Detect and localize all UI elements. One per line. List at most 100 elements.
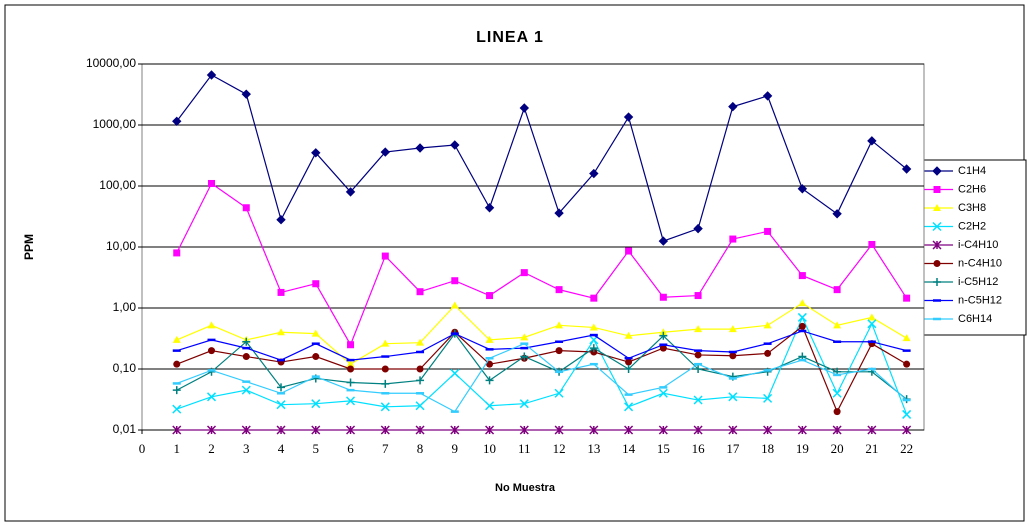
marker bbox=[867, 319, 877, 329]
x-tick-label: 11 bbox=[518, 441, 531, 456]
marker bbox=[554, 208, 564, 218]
y-tick-label: 0,01 bbox=[113, 422, 137, 436]
series-line bbox=[176, 332, 907, 400]
series-line bbox=[176, 74, 907, 242]
marker bbox=[763, 393, 773, 403]
marker bbox=[762, 91, 773, 101]
x-tick-label: 3 bbox=[243, 441, 250, 456]
legend-label: C3H8 bbox=[958, 202, 986, 214]
marker bbox=[867, 136, 877, 146]
marker bbox=[832, 388, 842, 398]
marker bbox=[555, 286, 563, 294]
marker bbox=[485, 425, 495, 435]
marker bbox=[868, 240, 876, 248]
x-tick-label: 0 bbox=[139, 441, 146, 456]
x-tick-label: 6 bbox=[347, 441, 354, 456]
marker bbox=[763, 425, 773, 435]
marker bbox=[485, 376, 494, 385]
legend-label: n-C5H12 bbox=[958, 294, 1002, 306]
marker bbox=[589, 168, 599, 179]
marker bbox=[932, 240, 942, 250]
marker bbox=[486, 360, 494, 368]
marker bbox=[589, 425, 599, 435]
x-tick-label: 4 bbox=[278, 441, 285, 456]
marker bbox=[485, 401, 495, 411]
y-tick-label: 1,00 bbox=[113, 300, 137, 314]
marker bbox=[694, 365, 703, 373]
series-line bbox=[176, 302, 907, 365]
marker bbox=[624, 365, 633, 373]
marker bbox=[206, 425, 217, 435]
marker bbox=[206, 392, 217, 402]
marker bbox=[173, 249, 181, 257]
marker bbox=[728, 425, 738, 435]
marker bbox=[450, 425, 460, 435]
marker bbox=[659, 293, 667, 301]
marker bbox=[415, 401, 425, 411]
marker bbox=[277, 328, 286, 336]
marker bbox=[241, 385, 251, 395]
marker bbox=[694, 325, 703, 333]
marker bbox=[172, 425, 182, 435]
legend-label: i-C5H12 bbox=[958, 276, 998, 288]
y-tick-label: 0,10 bbox=[113, 361, 137, 375]
marker bbox=[902, 425, 912, 435]
marker bbox=[833, 286, 841, 294]
y-axis-label: PPM bbox=[22, 234, 36, 260]
y-tick-label: 1000,00 bbox=[93, 117, 137, 131]
x-tick-label: 12 bbox=[553, 441, 566, 456]
marker bbox=[486, 292, 494, 300]
marker bbox=[555, 321, 564, 329]
marker bbox=[589, 323, 598, 331]
marker bbox=[797, 312, 807, 322]
marker bbox=[833, 408, 841, 416]
marker bbox=[520, 333, 529, 341]
marker bbox=[519, 399, 529, 409]
marker bbox=[658, 388, 668, 398]
series-line bbox=[176, 325, 907, 414]
marker bbox=[207, 321, 216, 329]
x-tick-label: 21 bbox=[865, 441, 878, 456]
marker bbox=[729, 235, 737, 243]
marker bbox=[693, 223, 703, 234]
marker bbox=[276, 425, 286, 435]
legend-label: C2H2 bbox=[958, 220, 986, 232]
marker bbox=[450, 301, 459, 309]
marker bbox=[312, 353, 320, 361]
marker bbox=[276, 400, 286, 410]
marker bbox=[380, 402, 390, 412]
y-tick-label: 10000,00 bbox=[86, 56, 136, 70]
marker bbox=[520, 352, 529, 361]
marker bbox=[797, 425, 807, 435]
x-tick-label: 15 bbox=[657, 441, 670, 456]
marker bbox=[694, 292, 702, 300]
x-tick-label: 1 bbox=[174, 441, 181, 456]
marker bbox=[451, 277, 459, 285]
legend-label: C2H6 bbox=[958, 183, 986, 195]
marker bbox=[932, 221, 942, 232]
marker bbox=[658, 236, 669, 246]
marker bbox=[903, 360, 911, 368]
series-line bbox=[176, 342, 908, 413]
marker bbox=[693, 425, 703, 435]
x-tick-label: 13 bbox=[587, 441, 600, 456]
marker bbox=[311, 399, 321, 409]
marker bbox=[208, 347, 216, 355]
y-tick-label: 100,00 bbox=[99, 178, 136, 192]
marker bbox=[380, 425, 390, 435]
marker bbox=[519, 103, 530, 113]
marker bbox=[416, 376, 425, 385]
marker bbox=[902, 334, 911, 342]
marker bbox=[346, 378, 355, 387]
marker bbox=[867, 313, 876, 321]
marker bbox=[312, 280, 320, 288]
marker bbox=[589, 344, 598, 353]
marker bbox=[832, 209, 842, 219]
marker bbox=[242, 337, 251, 346]
x-tick-label: 8 bbox=[417, 441, 424, 456]
marker bbox=[450, 140, 460, 150]
x-tick-label: 20 bbox=[831, 441, 844, 456]
marker bbox=[623, 112, 634, 122]
marker bbox=[625, 247, 633, 255]
series-line bbox=[176, 315, 908, 415]
